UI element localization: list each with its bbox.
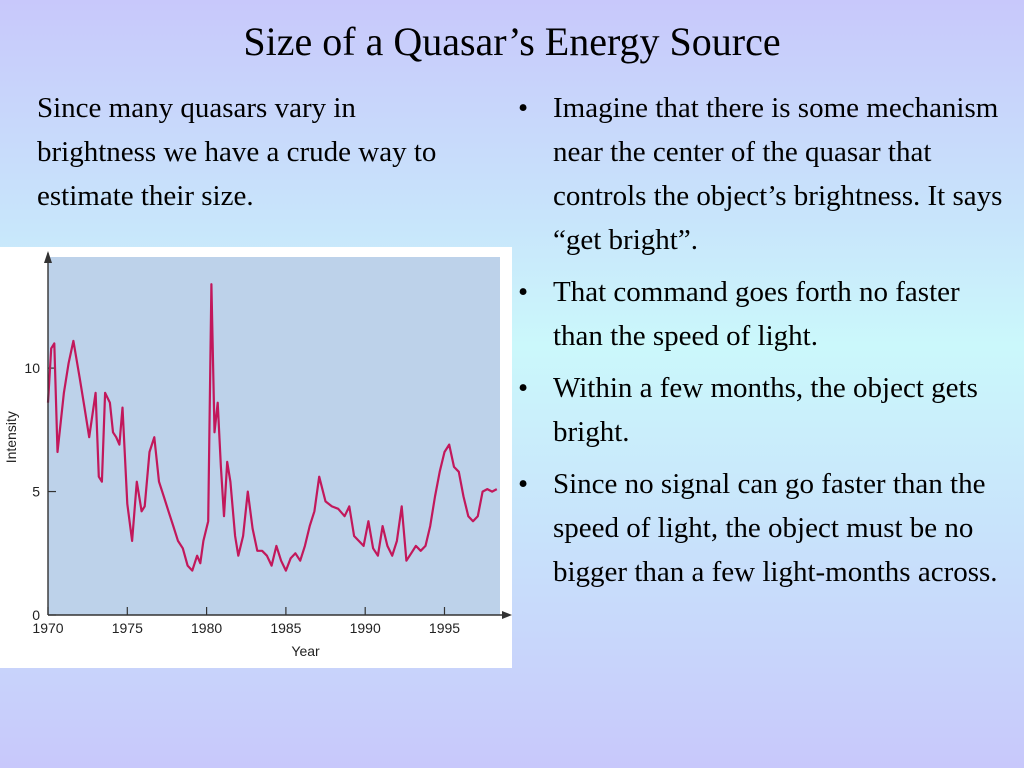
bullet-item: • Within a few months, the object gets br… — [516, 366, 1006, 454]
y-axis-title: Intensity — [3, 411, 19, 463]
y-tick-label: 5 — [32, 484, 40, 500]
chart-svg: 1970 1975 1980 1985 1990 1995 0 5 10 Intensity Y… — [3, 251, 512, 659]
x-axis-title: Year — [291, 643, 320, 659]
tick-layer: 1970 1975 1980 1985 1990 1995 0 5 10 — [24, 360, 460, 636]
bullet-glyph: • — [518, 276, 529, 308]
bullet-text: Imagine that there is some mechanism nea… — [553, 92, 1003, 256]
bullet-text: That command goes forth no faster than t… — [553, 276, 960, 352]
bullet-text: Within a few months, the object gets bri… — [553, 372, 978, 448]
bullet-glyph: • — [518, 372, 529, 404]
series-line — [46, 283, 498, 572]
bullet-text: Since no signal can go faster than the s… — [553, 468, 998, 588]
intro-paragraph: Since many quasars vary in brightness we… — [37, 92, 437, 212]
bullet-item: • That command goes forth no faster than … — [516, 270, 1006, 358]
x-axis-arrow — [502, 611, 512, 619]
x-tick-label: 1995 — [429, 620, 460, 636]
bullet-glyph: • — [518, 468, 529, 500]
y-axis-arrow — [44, 251, 52, 263]
bullet-glyph: • — [518, 92, 529, 124]
bullet-item: • Imagine that there is some mechanism ne… — [516, 86, 1006, 262]
y-tick-label: 0 — [32, 607, 40, 623]
x-tick-label: 1975 — [112, 620, 143, 636]
y-tick-label: 10 — [24, 360, 40, 376]
x-tick-label: 1985 — [270, 620, 301, 636]
x-tick-label: 1970 — [32, 620, 63, 636]
x-tick-label: 1990 — [350, 620, 381, 636]
bullet-list: • Imagine that there is some mechanism ne… — [516, 86, 1006, 602]
slide-title: Size of a Quasar’s Energy Source — [243, 19, 781, 64]
bullet-item: • Since no signal can go faster than the … — [516, 462, 1006, 594]
intensity-chart: 1970 1975 1980 1985 1990 1995 0 5 10 Intensity Y… — [0, 247, 512, 668]
x-tick-label: 1980 — [191, 620, 222, 636]
